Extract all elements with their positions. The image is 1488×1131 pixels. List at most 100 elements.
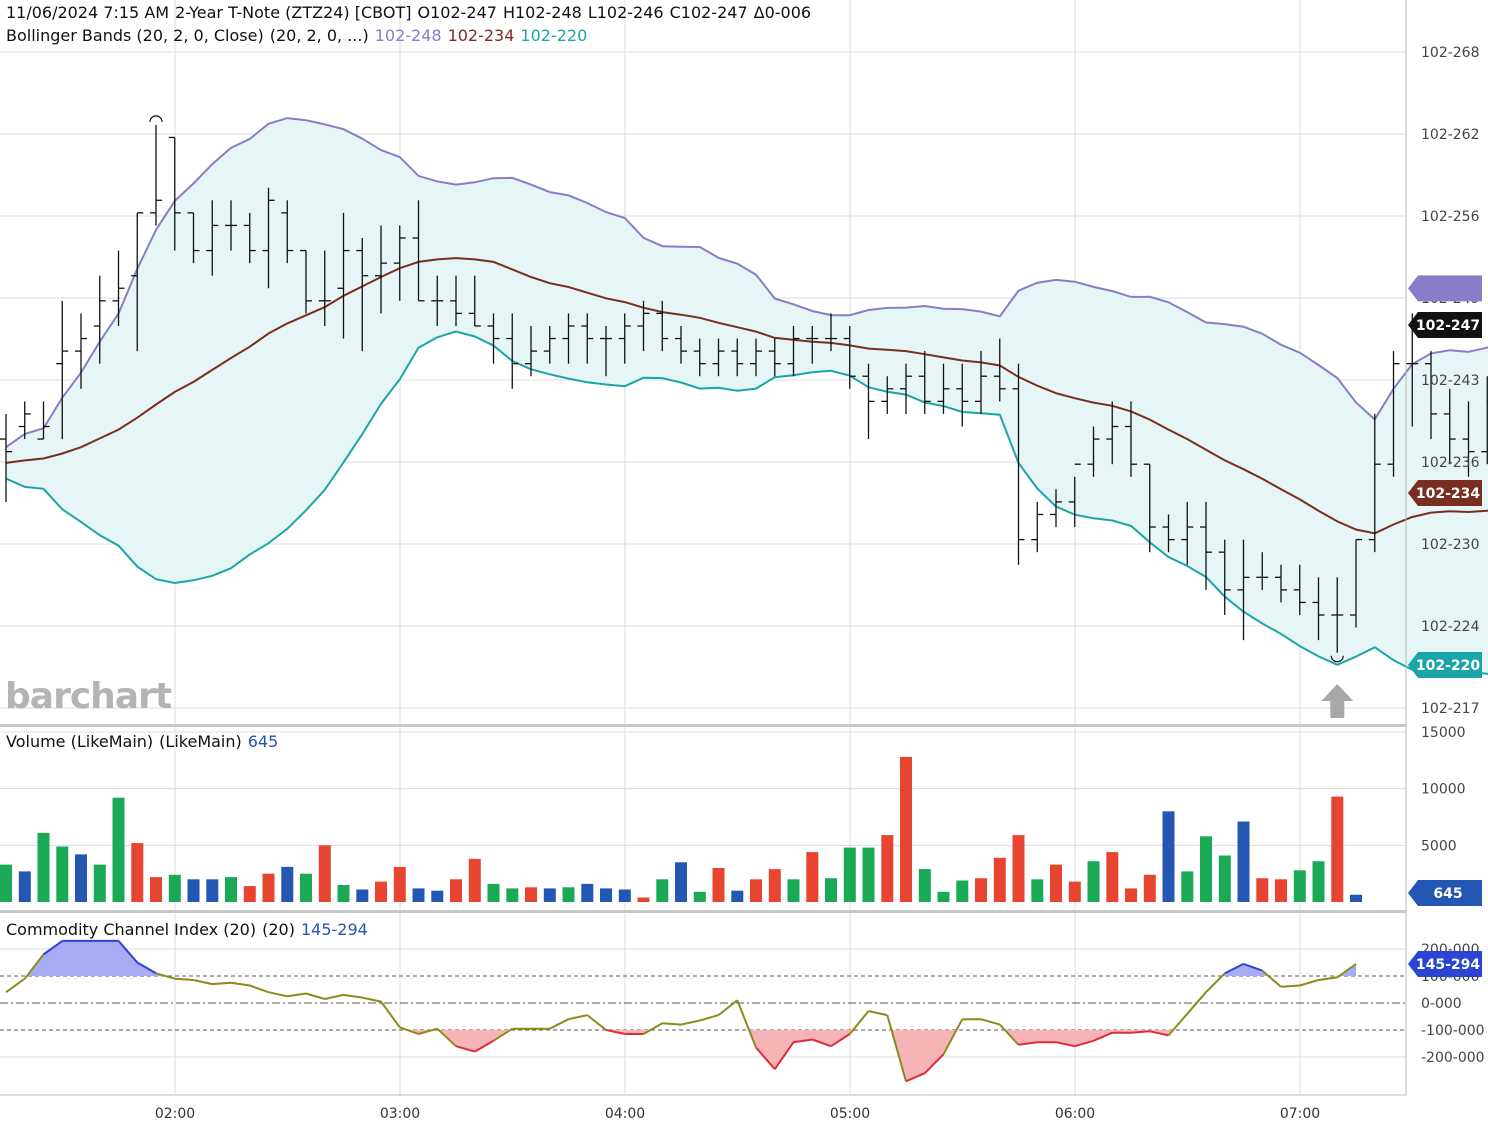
cci-segment — [924, 1053, 945, 1074]
high-low-markers — [149, 115, 1344, 663]
cci-segment — [811, 1038, 832, 1048]
volume-tick-label: 10000 — [1421, 782, 1466, 798]
last-price-tag-text: 102-247 — [1416, 318, 1480, 334]
volume-bar — [1312, 861, 1325, 902]
cci-segment — [174, 977, 194, 981]
ohlc-bar — [1481, 376, 1488, 465]
ohlc-bar — [656, 300, 669, 352]
volume-params: (LikeMain) — [159, 732, 242, 751]
ohlc-bar — [1143, 463, 1156, 553]
ohlc-bar — [1031, 501, 1044, 553]
volume-bar — [1031, 879, 1044, 902]
cci-segment — [136, 961, 157, 975]
volume-bar — [112, 797, 125, 902]
ohlc-bar — [881, 376, 894, 414]
ohlc-bar — [693, 338, 706, 377]
cci-segment — [849, 1010, 870, 1035]
volume-bar — [1162, 811, 1175, 902]
volume-bar — [637, 897, 650, 902]
cci-segment — [1074, 1039, 1094, 1048]
panel-separator[interactable] — [0, 724, 1406, 727]
ohlc-bar — [712, 338, 725, 377]
x-tick-label: 06:00 — [1055, 1106, 1095, 1122]
volume-header: Volume (LikeMain) (LikeMain) 645 — [6, 732, 284, 751]
volume-bar — [918, 869, 931, 902]
volume-bar — [825, 878, 837, 902]
ohlc-bar — [956, 363, 969, 427]
volume-bar — [187, 879, 200, 902]
volume-panel[interactable] — [0, 756, 1362, 902]
ohlc-bar — [1387, 351, 1400, 477]
bollinger-middle-line — [5, 257, 1488, 535]
volume-bar — [956, 880, 969, 902]
cci-panel[interactable] — [5, 939, 1357, 1083]
volume-bar — [1237, 821, 1250, 902]
y-tick-label: 102-262 — [1421, 127, 1480, 143]
ohlc-bar — [750, 338, 762, 377]
cci-overbought-fill — [26, 940, 1356, 976]
lower-band-tag-text: 102-220 — [1416, 658, 1481, 674]
cci-segment — [999, 1023, 1020, 1046]
lower-band-tag: 102-220 — [1408, 652, 1482, 678]
volume-tag: 645 — [1408, 880, 1482, 906]
volume-bar — [881, 835, 894, 902]
ohlc-bar — [0, 413, 12, 502]
y-tick-label: 102-243 — [1421, 373, 1480, 389]
cci-segment — [1186, 991, 1207, 1015]
volume-bar — [937, 891, 950, 902]
upper-band-tag-bg — [1408, 275, 1482, 302]
bollinger-upper-value: 102-248 — [374, 26, 442, 45]
ohlc-bar — [731, 338, 744, 377]
volume-bar — [412, 888, 425, 902]
volume-bar — [975, 878, 987, 902]
ohlc-bar — [1218, 539, 1231, 616]
ohlc-bar — [1256, 552, 1269, 590]
cci-value: 145-294 — [300, 920, 368, 939]
volume-bar — [56, 846, 69, 902]
cci-segment — [155, 972, 176, 980]
volume-label[interactable]: Volume (LikeMain) — [6, 732, 154, 751]
panel-separator[interactable] — [0, 910, 1406, 913]
cci-segment — [662, 1022, 682, 1026]
volume-bar — [150, 877, 162, 902]
volume-bar — [562, 887, 575, 902]
volume-bar — [787, 879, 800, 902]
ohlc-bar — [206, 200, 219, 276]
price-panel[interactable] — [0, 115, 1488, 718]
volume-bar — [1087, 861, 1100, 902]
bollinger-middle-value: 102-234 — [447, 26, 515, 45]
volume-bar — [243, 886, 256, 902]
x-tick-label: 05:00 — [830, 1106, 870, 1122]
volume-bar — [450, 879, 462, 902]
volume-bar — [1181, 871, 1194, 902]
volume-bar — [168, 874, 181, 902]
ohlc-bar — [1125, 401, 1137, 477]
ohlc-bar — [262, 187, 275, 289]
volume-bar — [750, 879, 762, 902]
ohlc-bar — [1275, 564, 1287, 603]
header-instrument[interactable]: 2-Year T-Note (ZTZ24) [CBOT] — [175, 3, 412, 22]
cci-segment — [699, 1014, 719, 1022]
panel-separators[interactable] — [0, 724, 1406, 913]
ohlc-bar — [131, 212, 144, 352]
bollinger-params: (20, 2, 0, ...) — [269, 26, 369, 45]
ohlc-bar — [581, 313, 594, 364]
header-line-1: 11/06/2024 7:15 AM 2-Year T-Note (ZTZ24) … — [6, 3, 817, 22]
cci-oversold-fill — [407, 1030, 1174, 1082]
barchart-logo: barchart — [5, 676, 172, 717]
volume-bar — [600, 888, 612, 902]
ohlc-bars — [0, 124, 1488, 653]
volume-bar — [0, 864, 12, 902]
last-price-tag-bg — [1408, 312, 1482, 338]
ohlc-bar — [337, 212, 350, 339]
ohlc-bar — [862, 363, 875, 440]
volume-value: 645 — [247, 732, 279, 751]
cci-segment — [1280, 984, 1300, 988]
header-line-2: Bollinger Bands (20, 2, 0, Close) (20, 2,… — [6, 26, 593, 45]
cci-label[interactable]: Commodity Channel Index (20) — [6, 920, 257, 939]
cci-segment — [980, 1018, 1001, 1026]
bollinger-label[interactable]: Bollinger Bands (20, 2, 0, Close) — [6, 26, 264, 45]
cci-segment — [549, 1018, 569, 1030]
cci-segment — [455, 1045, 476, 1053]
